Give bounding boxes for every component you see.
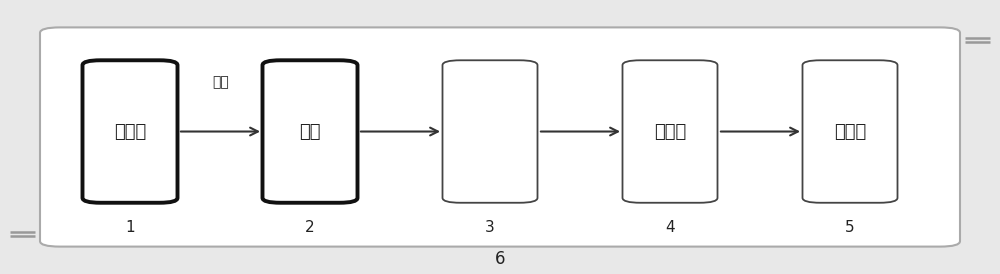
FancyBboxPatch shape	[442, 60, 538, 203]
Text: 4: 4	[665, 220, 675, 235]
Text: 3: 3	[485, 220, 495, 235]
Text: 吸收剂: 吸收剂	[654, 122, 686, 141]
FancyBboxPatch shape	[622, 60, 718, 203]
Text: 超纯水: 超纯水	[114, 122, 146, 141]
Text: 5: 5	[845, 220, 855, 235]
FancyBboxPatch shape	[262, 60, 358, 203]
Text: 样品: 样品	[299, 122, 321, 141]
Text: 干燥剂: 干燥剂	[834, 122, 866, 141]
FancyBboxPatch shape	[40, 27, 960, 247]
Text: 1: 1	[125, 220, 135, 235]
FancyBboxPatch shape	[802, 60, 898, 203]
FancyBboxPatch shape	[82, 60, 178, 203]
Text: 2: 2	[305, 220, 315, 235]
Text: 6: 6	[495, 250, 505, 268]
Text: 蒸汽: 蒸汽	[212, 75, 229, 89]
